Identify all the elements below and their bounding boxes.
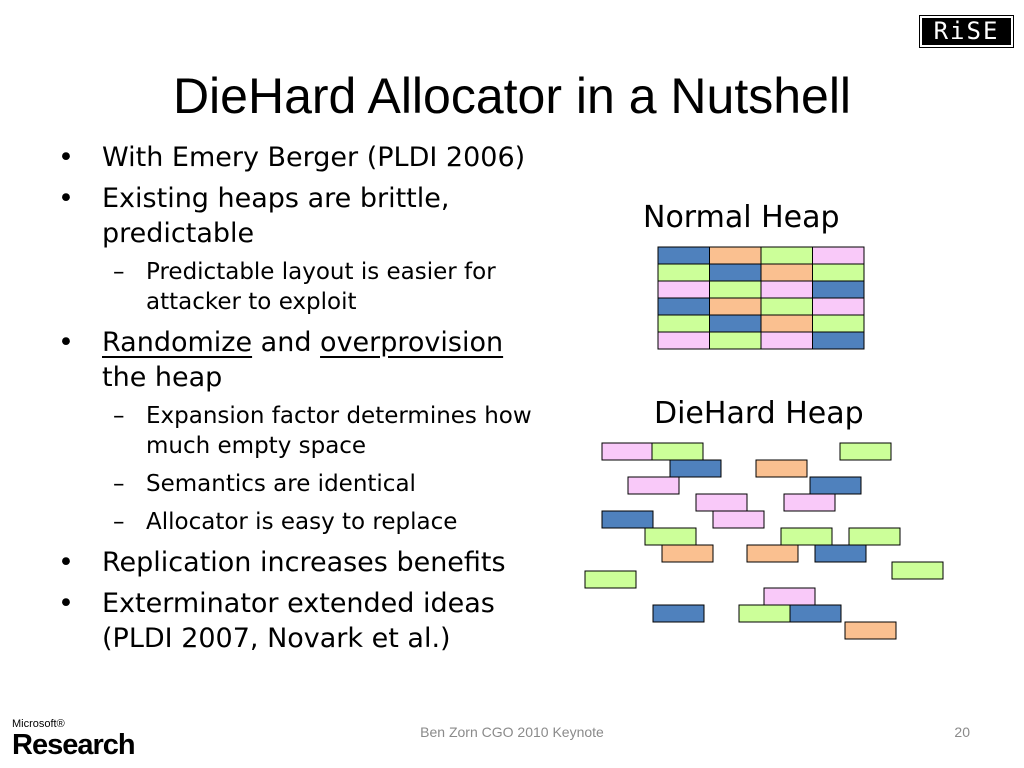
- heap-block: [695, 493, 748, 512]
- slide-title: DieHard Allocator in a Nutshell: [172, 68, 852, 124]
- heap-block: [809, 476, 862, 495]
- bullet-glyph: •: [58, 327, 74, 358]
- heap-block: [661, 544, 714, 563]
- heap-block: [644, 527, 697, 546]
- ms-logo-big: Research: [12, 729, 136, 761]
- sub-bullet-text: Semantics are identical: [146, 471, 416, 497]
- bullet-text: the heap: [102, 362, 223, 393]
- diehard-heap-label: DieHard Heap: [654, 396, 864, 431]
- dash-glyph: –: [113, 471, 125, 497]
- heap-block: [652, 604, 705, 623]
- overprovision-text: overprovision: [320, 327, 504, 358]
- bullet-item: • Existing heaps are brittle, predictabl…: [58, 181, 578, 251]
- heap-block: [627, 476, 680, 495]
- sub-bullet-item: – Expansion factor determines how much e…: [58, 401, 578, 461]
- heap-block: [780, 527, 833, 546]
- bullet-glyph: •: [58, 183, 74, 214]
- heap-block: [712, 510, 765, 529]
- dash-glyph: –: [113, 259, 125, 285]
- microsoft-research-logo: Microsoft® Research: [12, 718, 136, 761]
- randomize-text: Randomize: [102, 327, 253, 358]
- bullet-glyph: •: [58, 547, 74, 578]
- bullet-item: • Replication increases benefits: [58, 545, 578, 580]
- heap-block: [839, 442, 892, 461]
- heap-block: [848, 527, 901, 546]
- heap-block: [601, 442, 654, 461]
- bullet-item: • Exterminator extended ideas (PLDI 2007…: [58, 586, 578, 656]
- dash-glyph: –: [113, 403, 125, 429]
- heap-block: [584, 570, 637, 589]
- bullet-text: Replication increases benefits: [102, 547, 506, 578]
- heap-block: [755, 459, 808, 478]
- bullet-glyph: •: [58, 142, 74, 173]
- sub-bullet-item: – Predictable layout is easier for attac…: [58, 257, 578, 317]
- sub-bullet-item: – Semantics are identical: [58, 469, 578, 499]
- footer-text: Ben Zorn CGO 2010 Keynote: [420, 724, 604, 740]
- bullet-text: (PLDI 2007, Novark et al.): [102, 623, 451, 654]
- bullet-list: • With Emery Berger (PLDI 2006) • Existi…: [58, 140, 578, 662]
- rise-logo: RiSE: [919, 15, 1014, 48]
- ms-logo-small: Microsoft®: [12, 718, 65, 730]
- sub-bullet-text: Allocator is easy to replace: [146, 509, 458, 535]
- bullet-item: • Randomize and overprovision the heap: [58, 325, 578, 395]
- heap-block: [812, 331, 865, 350]
- bullet-text: Existing heaps are brittle,: [102, 183, 450, 214]
- heap-block: [763, 587, 816, 606]
- heap-block: [814, 544, 867, 563]
- normal-heap-label: Normal Heap: [643, 200, 840, 235]
- heap-block: [789, 604, 842, 623]
- sub-bullet-item: – Allocator is easy to replace: [58, 507, 578, 537]
- bullet-glyph: •: [58, 588, 74, 619]
- heap-block: [669, 459, 722, 478]
- heap-block: [738, 604, 791, 623]
- bullet-text: With Emery Berger (PLDI 2006): [102, 142, 526, 173]
- heap-block: [746, 544, 799, 563]
- bullet-text: predictable: [102, 218, 255, 249]
- and-text: and: [252, 327, 321, 358]
- sub-bullet-text: attacker to exploit: [146, 289, 357, 315]
- dash-glyph: –: [113, 509, 125, 535]
- sub-bullet-text: much empty space: [146, 433, 367, 459]
- bullet-text: Exterminator extended ideas: [102, 588, 495, 619]
- heap-block: [601, 510, 654, 529]
- heap-block: [783, 493, 836, 512]
- heap-block: [891, 561, 944, 580]
- heap-block: [651, 442, 704, 461]
- sub-bullet-text: Predictable layout is easier for: [146, 259, 496, 285]
- bullet-item: • With Emery Berger (PLDI 2006): [58, 140, 578, 175]
- page-number: 20: [954, 724, 970, 740]
- heap-block: [844, 621, 897, 640]
- sub-bullet-text: Expansion factor determines how: [146, 403, 532, 429]
